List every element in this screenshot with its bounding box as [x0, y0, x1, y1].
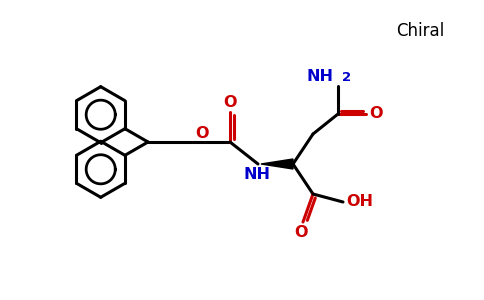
Polygon shape — [261, 159, 293, 169]
Text: O: O — [223, 95, 237, 110]
Text: OH: OH — [346, 194, 373, 209]
Text: O: O — [369, 106, 382, 122]
Text: 2: 2 — [342, 71, 351, 84]
Text: Chiral: Chiral — [396, 22, 444, 40]
Text: NH: NH — [307, 69, 334, 84]
Text: O: O — [195, 126, 209, 141]
Text: NH: NH — [243, 167, 271, 182]
Text: O: O — [294, 225, 308, 240]
